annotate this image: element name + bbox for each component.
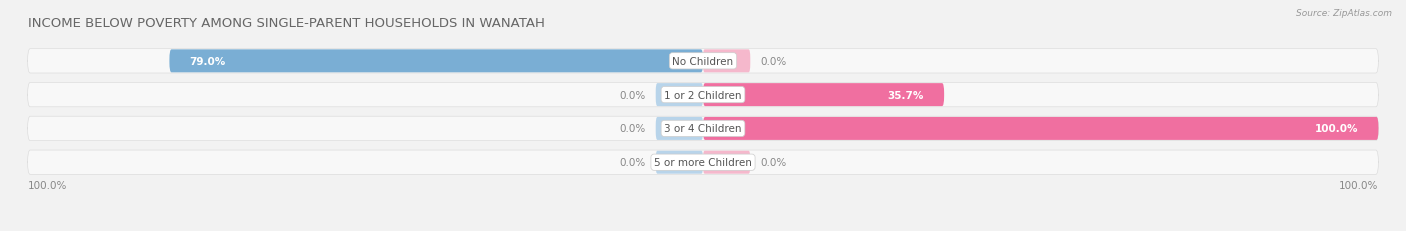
Text: 100.0%: 100.0% xyxy=(28,180,67,190)
FancyBboxPatch shape xyxy=(655,151,703,174)
Text: 3 or 4 Children: 3 or 4 Children xyxy=(664,124,742,134)
Text: 0.0%: 0.0% xyxy=(761,158,787,167)
Text: 0.0%: 0.0% xyxy=(761,57,787,67)
Text: 0.0%: 0.0% xyxy=(619,158,645,167)
FancyBboxPatch shape xyxy=(655,84,703,107)
FancyBboxPatch shape xyxy=(28,117,1378,141)
FancyBboxPatch shape xyxy=(703,84,945,107)
Text: 35.7%: 35.7% xyxy=(887,90,924,100)
FancyBboxPatch shape xyxy=(703,117,1378,140)
Text: 100.0%: 100.0% xyxy=(1315,124,1358,134)
Text: 0.0%: 0.0% xyxy=(619,90,645,100)
FancyBboxPatch shape xyxy=(28,83,1378,107)
FancyBboxPatch shape xyxy=(28,150,1378,175)
Text: 0.0%: 0.0% xyxy=(619,124,645,134)
FancyBboxPatch shape xyxy=(703,50,751,73)
Text: 100.0%: 100.0% xyxy=(1339,180,1378,190)
Text: 1 or 2 Children: 1 or 2 Children xyxy=(664,90,742,100)
FancyBboxPatch shape xyxy=(655,117,703,140)
Text: Source: ZipAtlas.com: Source: ZipAtlas.com xyxy=(1296,9,1392,18)
Text: No Children: No Children xyxy=(672,57,734,67)
FancyBboxPatch shape xyxy=(28,49,1378,74)
FancyBboxPatch shape xyxy=(169,50,703,73)
Text: 79.0%: 79.0% xyxy=(190,57,226,67)
Text: INCOME BELOW POVERTY AMONG SINGLE-PARENT HOUSEHOLDS IN WANATAH: INCOME BELOW POVERTY AMONG SINGLE-PARENT… xyxy=(28,17,544,30)
FancyBboxPatch shape xyxy=(703,151,751,174)
Text: 5 or more Children: 5 or more Children xyxy=(654,158,752,167)
